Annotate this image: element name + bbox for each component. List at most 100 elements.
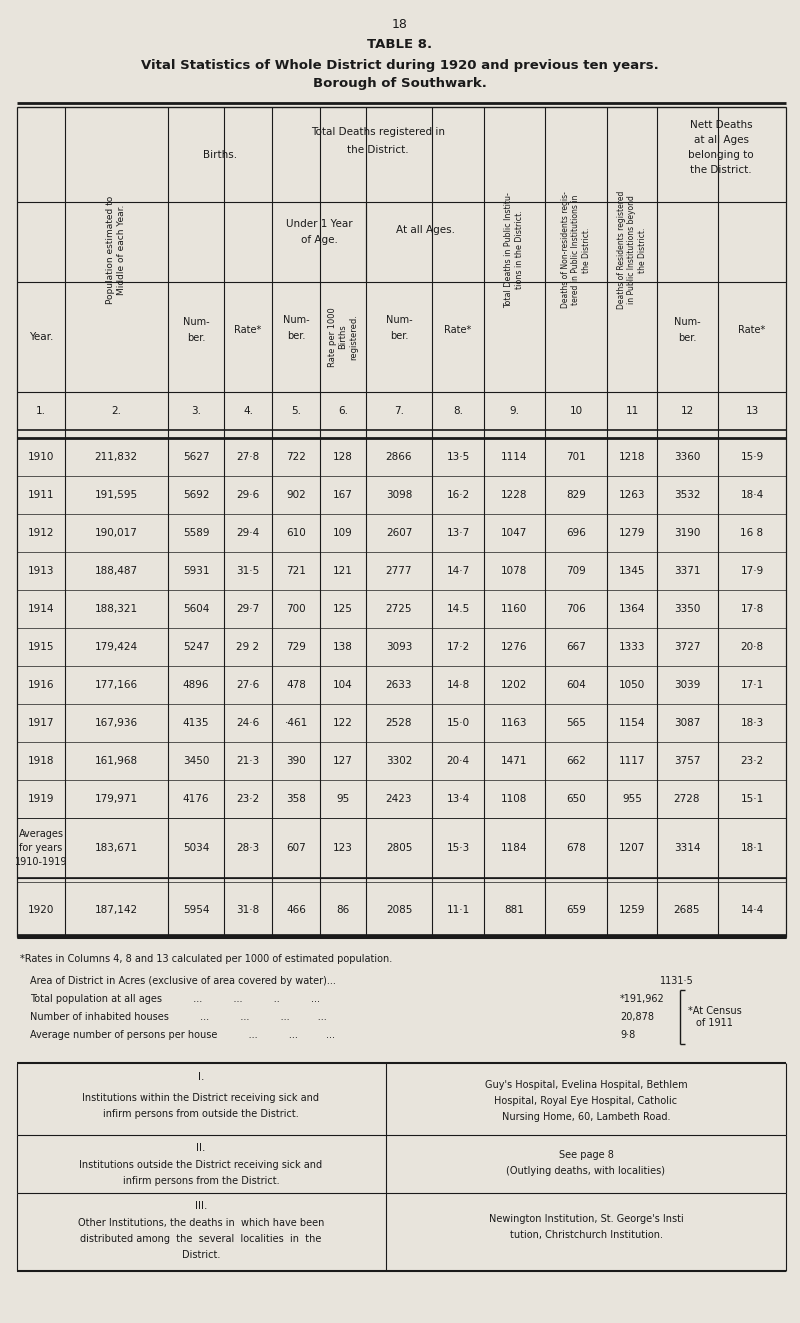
Text: at all Ages: at all Ages (694, 135, 749, 146)
Text: 211,832: 211,832 (94, 452, 138, 462)
Text: 1276: 1276 (501, 642, 527, 652)
Text: 955: 955 (622, 794, 642, 804)
Text: 15·3: 15·3 (446, 843, 470, 853)
Text: 190,017: 190,017 (94, 528, 138, 538)
Text: 15·0: 15·0 (446, 718, 470, 728)
Text: 191,595: 191,595 (94, 490, 138, 500)
Text: 17·9: 17·9 (740, 566, 764, 576)
Text: 29·4: 29·4 (236, 528, 260, 538)
Text: 3371: 3371 (674, 566, 700, 576)
Text: 13·4: 13·4 (446, 794, 470, 804)
Text: 18·4: 18·4 (740, 490, 764, 500)
Text: infirm persons from outside the District.: infirm persons from outside the District… (103, 1109, 299, 1119)
Text: Rate*: Rate* (738, 325, 766, 335)
Text: 167,936: 167,936 (94, 718, 138, 728)
Text: 1920: 1920 (28, 905, 54, 916)
Text: Deaths of Residents registered
in Public Institutions beyond
the District.: Deaths of Residents registered in Public… (617, 191, 647, 310)
Text: 2866: 2866 (386, 452, 412, 462)
Text: 1910: 1910 (28, 452, 54, 462)
Text: 7.: 7. (394, 406, 404, 415)
Text: 1114: 1114 (501, 452, 527, 462)
Text: 31·8: 31·8 (236, 905, 260, 916)
Text: 188,321: 188,321 (94, 605, 138, 614)
Text: 20·4: 20·4 (446, 755, 470, 766)
Text: 138: 138 (333, 642, 353, 652)
Text: Num-: Num- (674, 318, 700, 327)
Text: 706: 706 (566, 605, 586, 614)
Text: 14·8: 14·8 (446, 680, 470, 691)
Text: 829: 829 (566, 490, 586, 500)
Text: Area of District in Acres (exclusive of area covered by water)...: Area of District in Acres (exclusive of … (30, 976, 336, 986)
Text: Total Deaths in Public Institu-
tions in the District.: Total Deaths in Public Institu- tions in… (504, 192, 524, 308)
Text: 1184: 1184 (501, 843, 527, 853)
Text: 104: 104 (333, 680, 353, 691)
Text: Births.: Births. (203, 149, 237, 160)
Text: 650: 650 (566, 794, 586, 804)
Text: tution, Christchurch Institution.: tution, Christchurch Institution. (510, 1230, 662, 1240)
Text: Deaths of Non-residents regis-
tered in Public Institutions in
the District.: Deaths of Non-residents regis- tered in … (561, 192, 591, 308)
Text: 18: 18 (392, 19, 408, 32)
Text: 13·5: 13·5 (446, 452, 470, 462)
Text: ber.: ber. (287, 331, 305, 341)
Text: 1915: 1915 (28, 642, 54, 652)
Text: 478: 478 (286, 680, 306, 691)
Text: 2528: 2528 (386, 718, 412, 728)
Text: 5034: 5034 (183, 843, 209, 853)
Text: *At Census
of 1911: *At Census of 1911 (688, 1007, 742, 1028)
Text: 1910-1919: 1910-1919 (14, 857, 67, 867)
Text: 358: 358 (286, 794, 306, 804)
Text: 1471: 1471 (501, 755, 527, 766)
Text: 700: 700 (286, 605, 306, 614)
Text: Rate*: Rate* (234, 325, 262, 335)
Text: 27·6: 27·6 (236, 680, 260, 691)
Text: 1919: 1919 (28, 794, 54, 804)
Text: 29·6: 29·6 (236, 490, 260, 500)
Text: 121: 121 (333, 566, 353, 576)
Text: 11·1: 11·1 (446, 905, 470, 916)
Text: 9.: 9. (509, 406, 519, 415)
Text: 1117: 1117 (618, 755, 646, 766)
Text: 390: 390 (286, 755, 306, 766)
Text: 179,971: 179,971 (94, 794, 138, 804)
Text: 902: 902 (286, 490, 306, 500)
Text: 604: 604 (566, 680, 586, 691)
Text: 3727: 3727 (674, 642, 700, 652)
Text: Total Deaths registered in: Total Deaths registered in (311, 127, 445, 138)
Text: Guy's Hospital, Evelina Hospital, Bethlem: Guy's Hospital, Evelina Hospital, Bethle… (485, 1080, 687, 1090)
Text: 21·3: 21·3 (236, 755, 260, 766)
Text: 10: 10 (570, 406, 582, 415)
Text: Newington Institution, St. George's Insti: Newington Institution, St. George's Inst… (489, 1215, 683, 1224)
Text: ber.: ber. (678, 333, 696, 343)
Text: 5627: 5627 (182, 452, 210, 462)
Text: 4896: 4896 (182, 680, 210, 691)
Text: 3190: 3190 (674, 528, 700, 538)
Text: the District.: the District. (347, 146, 409, 155)
Text: 1163: 1163 (501, 718, 527, 728)
Text: 1131·5: 1131·5 (660, 976, 694, 986)
Text: for years: for years (19, 843, 62, 853)
Text: 5604: 5604 (183, 605, 209, 614)
Text: 167: 167 (333, 490, 353, 500)
Text: 122: 122 (333, 718, 353, 728)
Text: 1050: 1050 (619, 680, 645, 691)
Text: 9·8: 9·8 (620, 1031, 635, 1040)
Text: 1207: 1207 (619, 843, 645, 853)
Text: 1108: 1108 (501, 794, 527, 804)
Text: Nett Deaths: Nett Deaths (690, 120, 752, 130)
Text: 23·2: 23·2 (740, 755, 764, 766)
Text: 8.: 8. (453, 406, 463, 415)
Text: Num-: Num- (386, 315, 412, 325)
Text: Averages: Averages (18, 830, 63, 839)
Text: Borough of Southwark.: Borough of Southwark. (313, 77, 487, 90)
Text: 123: 123 (333, 843, 353, 853)
Text: 2685: 2685 (674, 905, 700, 916)
Text: 3.: 3. (191, 406, 201, 415)
Text: 1345: 1345 (618, 566, 646, 576)
Text: 2805: 2805 (386, 843, 412, 853)
Text: 161,968: 161,968 (94, 755, 138, 766)
Text: 662: 662 (566, 755, 586, 766)
Text: 18·3: 18·3 (740, 718, 764, 728)
Text: 1160: 1160 (501, 605, 527, 614)
Text: 13: 13 (746, 406, 758, 415)
Text: 11: 11 (626, 406, 638, 415)
